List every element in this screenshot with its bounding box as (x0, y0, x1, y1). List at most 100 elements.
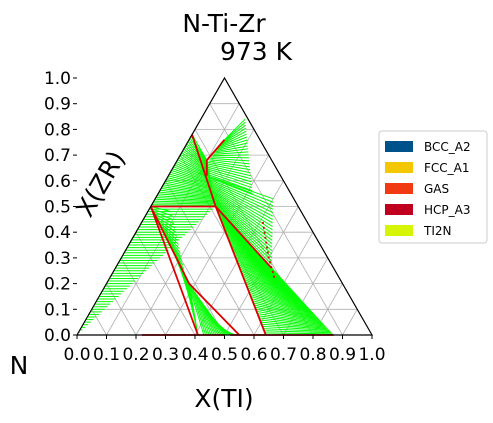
tie-line-right-band (256, 310, 323, 324)
tie-line-right-band (239, 268, 302, 301)
tie-line-zr-corner (199, 172, 253, 195)
tie-line-right-band (261, 323, 329, 330)
x-ticks: 0.0 0.1 0.2 0.3 0.4 0.5 0.6 0.7 0.8 0.9 1.0 (63, 335, 386, 365)
x-tick-label: 0.2 (122, 345, 149, 365)
legend: BCC_A2 FCC_A1 GAS HCP_A3 TI2N (378, 130, 488, 244)
tie-line-right-top (213, 199, 273, 255)
y-tick-label: 0.8 (44, 120, 71, 140)
tie-line-zr-corner (222, 124, 247, 143)
tie-line-right-top (210, 190, 273, 234)
tie-line-right-top (207, 179, 274, 210)
y-tick-label: 0.0 (44, 326, 71, 346)
x-tick-label: 0.0 (63, 345, 90, 365)
tie-line-base-band (198, 297, 215, 336)
tie-line-mid-band (158, 221, 178, 237)
tie-line-right-band (234, 255, 296, 295)
tie-line-right-band (257, 313, 324, 325)
tie-line-upper-left (186, 143, 209, 167)
tie-line-upper-left (191, 134, 208, 161)
tie-line-right-top (211, 193, 273, 241)
boundary-mid (149, 206, 240, 336)
grid-line-n (106, 283, 137, 336)
tie-line-right-top (208, 182, 274, 217)
x-tick-label: 0.4 (181, 345, 208, 365)
y-tick-label: 0.7 (44, 146, 71, 166)
tie-line-upper-left (157, 193, 215, 199)
tie-line-right-top (209, 184, 273, 221)
tie-line-right-band (248, 289, 313, 313)
tie-line-upper-left (181, 152, 210, 173)
tie-line-right-top (213, 201, 273, 259)
tie-line-upper-left (174, 164, 211, 181)
tie-line-right-top (207, 178, 274, 207)
x-tick-label: 0.7 (270, 345, 297, 365)
tie-line-zr-corner (207, 161, 251, 171)
y-tick-label: 0.9 (44, 95, 71, 115)
tie-line-upper-left (167, 177, 213, 189)
tie-line-upper-left (175, 162, 211, 180)
tie-line-right-top (208, 181, 274, 214)
tie-line-zr-corner (202, 168, 252, 186)
tie-line-upper-left (169, 173, 212, 187)
tie-line-upper-left (161, 188, 214, 196)
tie-line-right-band (236, 259, 298, 297)
tie-line-right-band (245, 283, 310, 309)
tie-line-upper-left (159, 189, 214, 197)
tie-line-right-top (212, 196, 273, 248)
tie-line-upper-left (172, 168, 212, 183)
tie-line-base-band (190, 286, 208, 336)
tie-line-upper-left (155, 197, 215, 202)
tie-line-upper-left (162, 186, 214, 195)
tie-line-zr-corner (213, 151, 249, 155)
y-ticks: 0.0 0.1 0.2 0.3 0.4 0.5 0.6 0.7 0.8 0.9 1.0 (44, 69, 77, 346)
tie-line-right-band (253, 302, 319, 319)
tie-line-right-band (259, 319, 327, 328)
tie-line-right-top (207, 176, 274, 203)
y-tick-label: 0.4 (44, 223, 71, 243)
y-tick-label: 0.1 (44, 300, 71, 320)
tie-line-upper-left (164, 182, 213, 192)
tie-line-upper-left (165, 180, 213, 191)
legend-swatch (385, 141, 413, 152)
tie-line-upper-left (154, 198, 215, 203)
tie-line-right-band (240, 270, 303, 303)
tie-line-base-band (192, 288, 210, 336)
tie-line-right-band (235, 257, 297, 296)
tie-line-right-top (211, 192, 273, 238)
tie-line-zr-corner (209, 159, 250, 165)
x-tick-label: 0.8 (299, 345, 326, 365)
tie-line-zr-corner (210, 157, 250, 162)
phase-boundaries (141, 134, 334, 336)
tie-line-zr-corner (221, 127, 247, 145)
tie-line-zr-corner (211, 156, 249, 159)
legend-swatch (385, 225, 413, 236)
corner-label-n: N (10, 351, 29, 380)
tie-line-base-band (194, 291, 212, 336)
boundary-dotted (261, 221, 276, 279)
tie-line-upper-left (153, 200, 216, 204)
legend-entry-label: TI2N (423, 224, 451, 238)
legend-swatch (385, 183, 413, 194)
tie-line-zr-corner (216, 142, 248, 151)
tie-line-right-band (262, 325, 330, 332)
tie-line-upper-left (173, 166, 211, 182)
legend-swatch (385, 162, 413, 173)
tie-line-mid-band (163, 231, 181, 254)
legend-entry-label: GAS (424, 182, 449, 196)
tie-line-base-band (200, 299, 217, 336)
grid-line-n (91, 309, 107, 336)
boundary-fcc-edge (149, 206, 199, 336)
tie-line-right-band (232, 251, 294, 292)
tie-line-upper-left (158, 191, 214, 198)
tie-line-mid-band (156, 218, 177, 233)
y-axis-label: X(ZR) (70, 146, 131, 222)
x-tick-label: 0.1 (93, 345, 120, 365)
tie-line-zr-corner (219, 133, 247, 147)
tie-line-right-top (206, 175, 274, 200)
legend-entry-label: HCP_A3 (424, 203, 470, 217)
tie-line-right-band (247, 287, 312, 311)
tie-line-right-top (209, 186, 273, 224)
tie-line-upper-left (184, 146, 209, 169)
x-axis-label: X(TI) (194, 384, 253, 413)
